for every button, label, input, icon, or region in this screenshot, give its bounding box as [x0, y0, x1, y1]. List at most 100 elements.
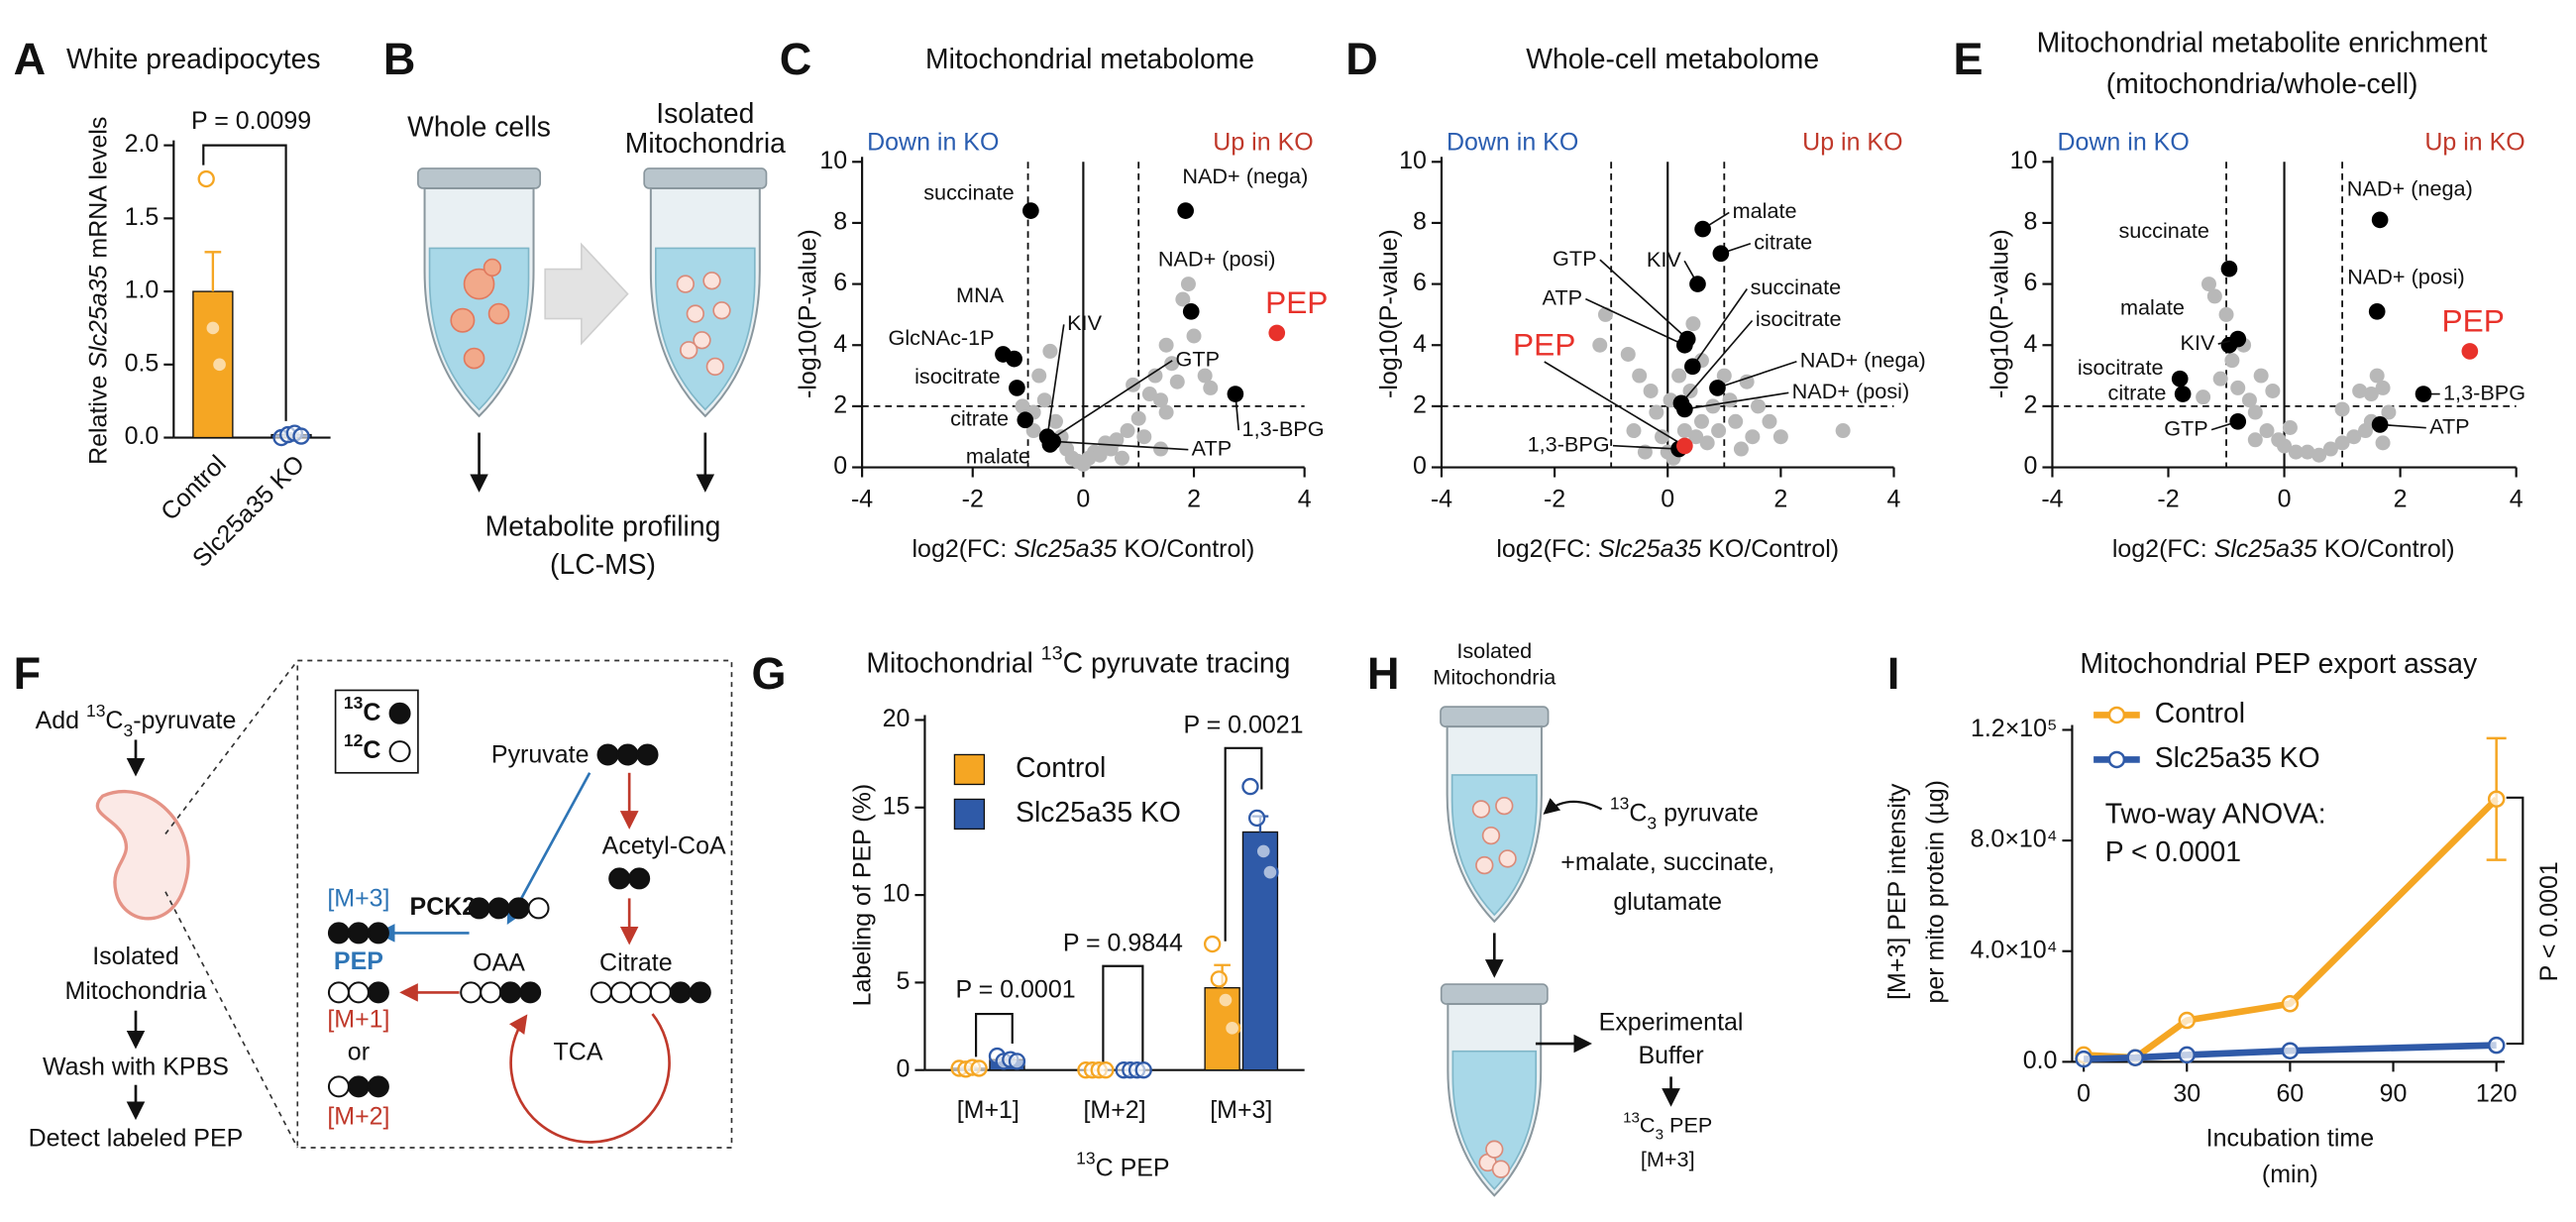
data-point [1203, 380, 1219, 395]
x-tick-label: 2 [1187, 485, 1201, 512]
x-axis-label: 13C PEP [1076, 1148, 1169, 1181]
carbon [590, 981, 612, 1004]
label: TCA [554, 1039, 603, 1066]
point-label: citrate [950, 405, 1009, 430]
leader-line [1680, 319, 1754, 404]
leader-line [1717, 360, 1797, 389]
data-point [1620, 346, 1636, 362]
data-point [1671, 368, 1687, 384]
significance-bracket [2506, 796, 2524, 1046]
text-part: C [363, 698, 380, 725]
carbon [480, 981, 502, 1004]
highlight-point [1268, 324, 1286, 342]
point-label: malate [966, 443, 1030, 468]
data-point [2196, 389, 2211, 405]
label: Isolated [656, 98, 754, 130]
step-label: Detect labeled PEP [29, 1124, 244, 1152]
data-point [1751, 398, 1767, 414]
error-bar [204, 251, 222, 292]
y-tick-label: 8 [1413, 208, 1427, 236]
tube-liquid [428, 247, 530, 411]
data-point [1772, 429, 1788, 445]
highlight-point [2461, 343, 2479, 360]
y-tick-label: 0 [2024, 452, 2038, 480]
highlight-point [1676, 437, 1693, 455]
chart-title: Whole-cell metabolome [1526, 44, 1819, 75]
y-tick-label: 8 [2024, 208, 2038, 236]
data-point [1254, 842, 1272, 860]
panel-letter: F [14, 648, 41, 699]
data-point [2206, 288, 2222, 304]
y-tick-label: 0.0 [2023, 1047, 2058, 1074]
text-part: 13 [1041, 643, 1063, 665]
isotopologue-label: [M+3] [327, 885, 389, 913]
text-part: Slc25a35 [1598, 534, 1701, 562]
point-label: NAD+ (posi) [2347, 265, 2465, 289]
annotation: P < 0.0001 [2105, 836, 2241, 868]
text-part: C [105, 707, 123, 734]
highlight-point [2174, 386, 2192, 402]
point-label: succinate [2118, 218, 2209, 243]
data-point [1762, 413, 1777, 429]
y-tick-label: 10 [1399, 147, 1427, 174]
leader-line [1046, 324, 1065, 437]
point-label: 1,3-BPG [1242, 416, 1325, 441]
point-label: citrate [1754, 229, 1812, 254]
carbon [388, 740, 411, 763]
data-point [1186, 328, 1202, 344]
y-axis-label: [M+3] PEP intensity [1883, 783, 1911, 1000]
point-label: succinate [1751, 275, 1841, 299]
text-part: C pyruvate tracing [1063, 648, 1291, 680]
cell [463, 268, 495, 300]
x-tick-label: [M+2] [1083, 1096, 1145, 1124]
data-point [2075, 1050, 2093, 1068]
data-point [2178, 1011, 2197, 1030]
mitochondrion [1471, 800, 1491, 819]
panel-letter: H [1367, 648, 1399, 699]
data-point [2487, 790, 2506, 808]
x-tick-label: -4 [2041, 485, 2063, 512]
carbon [527, 897, 550, 920]
carbon [616, 743, 639, 766]
mitochondrion [1491, 1160, 1511, 1178]
data-point [2200, 277, 2216, 292]
data-point [1130, 410, 1146, 426]
carbon [499, 981, 522, 1004]
highlight-point [2368, 303, 2386, 320]
mitochondrion [1495, 796, 1514, 816]
point-label: 1,3-BPG [1528, 431, 1610, 456]
data-point [204, 319, 222, 337]
x-tick-label: 0 [1076, 485, 1090, 512]
y-tick-label: 1.5 [125, 203, 160, 231]
data-point [1197, 368, 1213, 384]
data-point [1716, 368, 1732, 384]
tube-liquid [1450, 774, 1538, 917]
highlight-point [2171, 370, 2189, 388]
x-tick-label: 90 [2380, 1079, 2408, 1107]
legend-swatch [953, 798, 986, 831]
chart-title: White preadipocytes [66, 44, 321, 75]
x-tick-label: 120 [2476, 1079, 2518, 1107]
data-point [2352, 383, 2368, 398]
carbon [367, 981, 389, 1004]
data-point [1092, 447, 1108, 463]
text-part: C [1640, 1112, 1656, 1137]
chart-title: Mitochondrial metabolome [925, 44, 1254, 75]
text-part: log2(FC: [912, 534, 1014, 562]
text-part: Slc25a35 [2214, 534, 2317, 562]
point-label: malate [2120, 294, 2185, 319]
text-part: C [1629, 799, 1647, 827]
text-part: 13 [1610, 793, 1629, 813]
y-tick-label: 10 [883, 880, 911, 908]
data-point [2253, 368, 2269, 384]
enzyme-label: PCK2 [410, 893, 477, 921]
text-part: Mitochondrial [866, 648, 1040, 680]
data-point [1685, 316, 1701, 332]
annotation: Up in KO [2424, 129, 2524, 157]
data-point [2126, 1049, 2144, 1066]
chart-title: Mitochondrial metabolite enrichment [2037, 27, 2488, 58]
y-tick-label: 20 [883, 705, 911, 732]
label: Mitochondria [625, 128, 786, 160]
y-tick-label: 0.0 [125, 422, 160, 450]
x-tick-label: 0 [2278, 485, 2292, 512]
